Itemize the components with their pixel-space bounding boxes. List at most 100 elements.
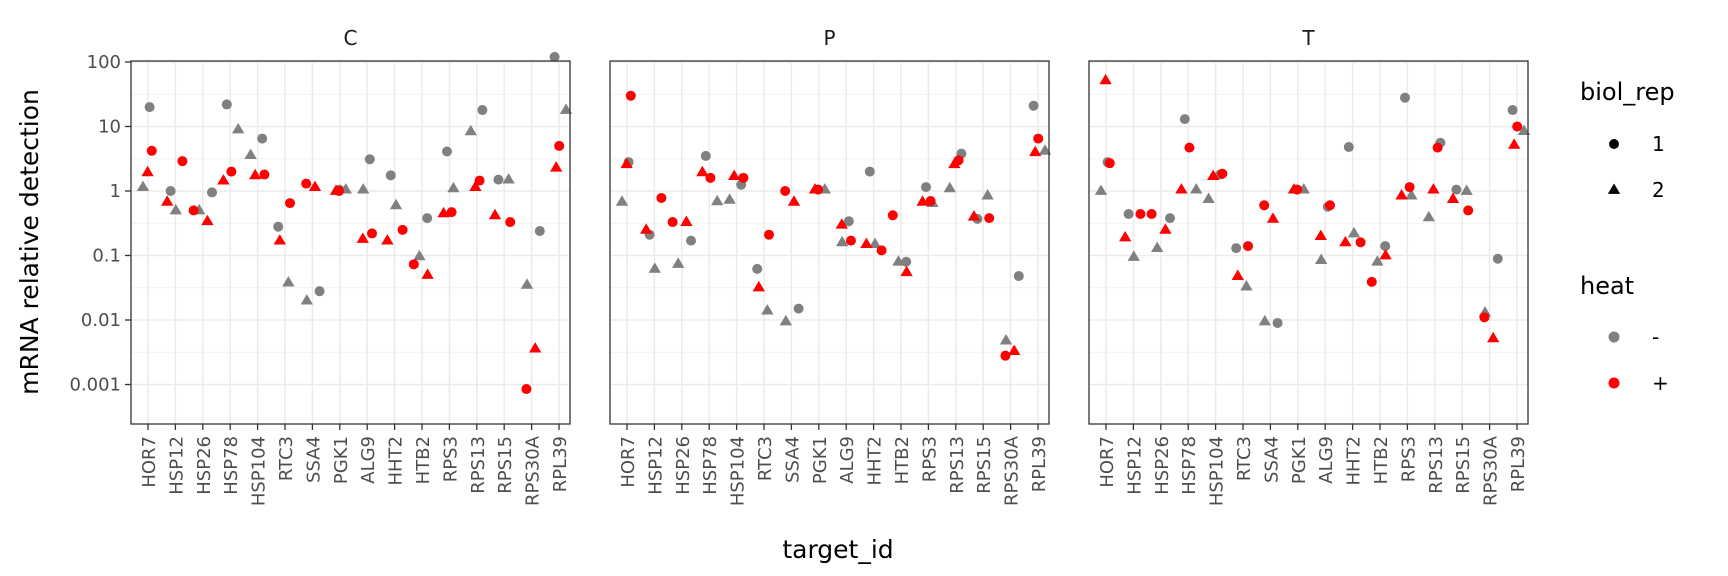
x-tick-label: PGK1 [810,436,831,484]
point-P-RTC3-minus_rep1 [752,263,763,274]
point-T-HSP26-plus_rep1 [1146,208,1157,219]
point-C-RPS15-plus_rep1 [505,217,516,228]
point-T-HSP12-minus_rep1 [1123,208,1134,219]
point-C-HTB2-minus_rep1 [422,213,433,224]
point-P-RPS3-plus_rep2 [916,195,929,206]
point-T-HSP12-minus_rep2 [1127,250,1140,261]
panel-border [1088,60,1529,425]
x-axis: HOR7 HSP12 HSP26 HSP78 HSP104 RTC3 SSA4 PGK1 ALG… [618,424,1050,506]
x-tick-label: RPS15 [974,436,995,494]
point-C-HHT2-plus_rep2 [381,234,394,245]
point-C-SSA4-plus_rep1 [301,178,312,189]
point-C-HOR7-minus_rep2 [136,180,150,191]
point-T-RPS3-minus_rep1 [1400,92,1410,103]
y-tick-label: 0.1 [92,246,121,267]
point-P-HHT2-plus_rep1 [876,245,887,256]
point-P-HOR7-plus_rep1 [625,90,636,101]
point-C-HOR7-plus_rep1 [146,145,157,156]
point-T-SSA4-plus_rep2 [1266,212,1280,223]
point-C-HTB2-plus_rep1 [408,259,419,270]
point-T-RTC3-plus_rep2 [1231,269,1244,280]
legend-key-plus [1608,377,1620,389]
point-C-RPS30A-plus_rep1 [521,384,532,395]
point-C-HSP78-plus_rep2 [217,174,230,185]
point-P-HSP26-plus_rep1 [667,217,678,228]
point-C-RTC3-plus_rep1 [285,198,295,209]
point-P-RPL39-plus_rep1 [1033,133,1044,144]
point-C-HSP12-plus_rep2 [161,195,174,206]
point-T-HTB2-plus_rep2 [1379,249,1392,260]
point-T-RPS13-plus_rep2 [1427,183,1440,194]
x-tick-label: RPS13 [1426,436,1447,494]
point-P-HSP104-plus_rep1 [738,172,749,183]
panel-background [610,61,1049,424]
point-T-HOR7-plus_rep1 [1104,158,1115,169]
point-T-ALG9-minus_rep2 [1315,253,1328,264]
point-C-SSA4-minus_rep1 [314,286,325,297]
facet-panels: C HOR7 HSP12 HSP26 HSP78 HSP104 RTC3 SSA4 PGK1 AL… [130,26,1531,506]
point-P-SSA4-plus_rep1 [780,186,791,196]
point-P-RPS30A-minus_rep1 [1013,271,1024,282]
facet-panel-C: C HOR7 HSP12 HSP26 HSP78 HSP104 RTC3 SSA4 PGK1 AL… [130,26,573,506]
legend-label: - [1652,325,1659,349]
point-T-RPS3-minus_rep2 [1405,189,1418,200]
x-tick-label: HTB2 [1371,436,1392,484]
point-C-RPS3-minus_rep2 [447,181,460,193]
x-tick-label: RPS3 [919,436,940,482]
panel-background [1089,61,1528,424]
point-C-RPL39-minus_rep1 [549,51,560,62]
point-C-RPS30A-plus_rep2 [529,342,542,353]
point-T-HTB2-plus_rep1 [1366,276,1377,287]
x-tick-label: RPS15 [1453,436,1474,494]
point-C-HHT2-minus_rep2 [389,198,403,210]
point-P-HOR7-plus_rep2 [620,157,633,169]
x-tick-label: HSP104 [1207,436,1228,506]
facet-label-P: P [823,26,835,50]
point-C-RTC3-plus_rep2 [273,234,286,245]
y-tick-label: 1 [110,181,121,202]
point-T-HHT2-minus_rep1 [1343,142,1354,153]
point-C-RTC3-minus_rep2 [282,276,295,287]
x-tick-label: HOR7 [1097,436,1118,488]
x-tick-label: RPS13 [947,436,968,494]
point-T-SSA4-plus_rep1 [1259,200,1270,211]
facet-label-T: T [1301,26,1315,50]
point-C-HHT2-minus_rep1 [385,170,396,181]
point-C-RPL39-plus_rep2 [550,161,563,172]
point-T-RPS30A-minus_rep1 [1492,253,1503,264]
x-tick-label: HSP78 [700,436,721,495]
legend-key-triangle [1607,183,1621,194]
point-C-ALG9-plus_rep2 [356,232,369,243]
point-T-RPL39-plus_rep1 [1512,121,1523,132]
x-axis-title: target_id [782,535,893,564]
legend-key-minus [1608,331,1620,343]
x-tick-label: RPS13 [468,436,489,494]
point-T-HSP104-plus_rep2 [1207,169,1220,181]
x-tick-label: RPS3 [440,436,461,482]
point-T-HHT2-plus_rep1 [1355,237,1366,248]
x-tick-label: HHT2 [386,436,407,486]
x-tick-label: RPL39 [550,436,571,492]
point-C-RPS3-plus_rep2 [437,206,450,218]
point-P-RPS30A-minus_rep2 [999,334,1013,345]
point-P-HSP26-minus_rep1 [686,235,696,246]
point-C-ALG9-minus_rep2 [357,183,370,194]
point-C-RPS30A-minus_rep2 [520,278,534,289]
point-P-HSP104-minus_rep2 [723,193,736,204]
point-P-ALG9-minus_rep2 [836,235,849,247]
point-C-HHT2-plus_rep1 [397,224,408,235]
x-tick-label: ALG9 [1316,436,1337,484]
point-P-ALG9-plus_rep2 [835,218,848,229]
point-C-HSP12-plus_rep1 [177,156,188,167]
point-T-HTB2-minus_rep1 [1380,241,1391,252]
x-tick-label: SSA4 [782,436,803,483]
point-P-HHT2-minus_rep2 [868,237,882,249]
legend-label: 2 [1652,178,1665,202]
point-T-RPS3-plus_rep1 [1404,182,1415,193]
x-tick-label: PGK1 [1289,436,1310,484]
point-C-HSP26-minus_rep1 [207,187,217,198]
point-P-HTB2-plus_rep2 [900,265,913,277]
point-P-HHT2-plus_rep2 [860,237,873,249]
point-P-RPS30A-plus_rep1 [1000,350,1011,361]
panel-border [130,60,571,425]
